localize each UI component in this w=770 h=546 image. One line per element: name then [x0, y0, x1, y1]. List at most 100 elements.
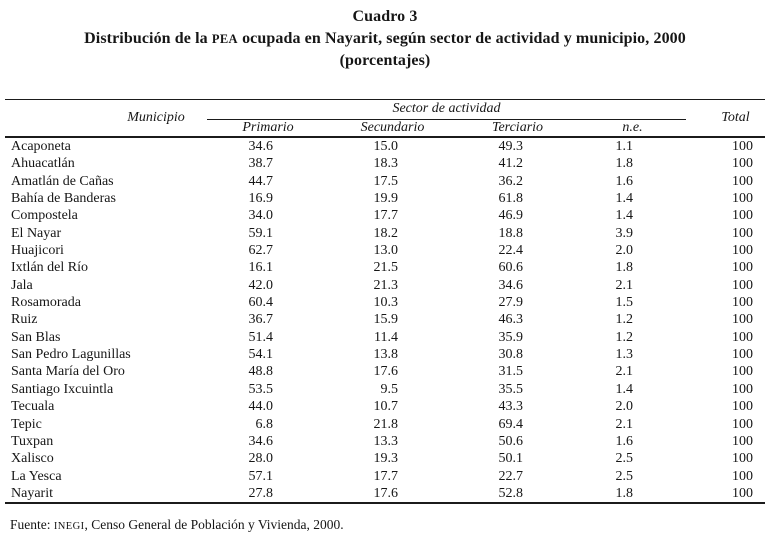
table-row: Ixtlán del Río 16.1 21.5 60.6 1.8 100: [5, 259, 765, 276]
table-row: Santiago Ixcuintla 53.5 9.5 35.5 1.4 100: [5, 381, 765, 398]
municipio-cell: Xalisco: [11, 451, 54, 467]
terciario-cell: 61.8: [498, 191, 524, 207]
total-cell: 100: [732, 191, 754, 207]
table-row: Jala 42.0 21.3 34.6 2.1 100: [5, 277, 765, 294]
primario-cell: 36.7: [248, 312, 274, 328]
secundario-cell: 17.6: [373, 485, 399, 501]
table-row: Ahuacatlán 38.7 18.3 41.2 1.8 100: [5, 155, 765, 172]
total-cell: 100: [732, 381, 754, 397]
source-acronym-inegi: INEGI: [53, 521, 85, 533]
municipio-cell: Rosamorada: [11, 295, 81, 311]
table-row: Ruiz 36.7 15.9 46.3 1.2 100: [5, 311, 765, 328]
total-cell: 100: [732, 433, 754, 449]
municipio-cell: El Nayar: [11, 225, 62, 241]
terciario-cell: 35.9: [498, 329, 524, 345]
total-cell: 100: [732, 416, 754, 432]
ne-cell: 2.0: [615, 399, 634, 415]
ne-cell: 1.6: [615, 173, 634, 189]
secundario-cell: 18.3: [373, 156, 399, 172]
terciario-cell: 41.2: [498, 156, 524, 172]
primario-cell: 16.1: [248, 260, 274, 276]
column-header-terciario: Terciario: [491, 119, 544, 135]
municipio-cell: Tepic: [11, 416, 42, 432]
ne-cell: 1.4: [615, 191, 634, 207]
primario-cell: 34.6: [248, 139, 274, 154]
table-main-title: Distribución de la PEA ocupada en Nayari…: [0, 28, 770, 51]
table-subtitle: (porcentajes): [339, 52, 431, 69]
primario-cell: 51.4: [248, 329, 274, 345]
secundario-cell: 13.3: [373, 433, 399, 449]
table-row: San Pedro Lagunillas 54.1 13.8 30.8 1.3 …: [5, 346, 765, 363]
secundario-cell: 10.7: [373, 399, 399, 415]
terciario-cell: 46.9: [498, 208, 524, 224]
primario-cell: 28.0: [248, 451, 274, 467]
primario-cell: 44.7: [248, 173, 274, 189]
terciario-cell: 60.6: [498, 260, 524, 276]
secundario-cell: 13.0: [373, 243, 399, 259]
total-cell: 100: [732, 139, 754, 154]
municipio-cell: Jala: [11, 277, 33, 293]
total-cell: 100: [732, 364, 754, 380]
table-row: Amatlán de Cañas 44.7 17.5 36.2 1.6 100: [5, 173, 765, 190]
primario-cell: 62.7: [248, 243, 274, 259]
primario-cell: 27.8: [248, 485, 274, 501]
secundario-cell: 21.3: [373, 277, 399, 293]
municipio-cell: La Yesca: [11, 468, 62, 484]
source-prefix: Fuente:: [10, 517, 54, 533]
secundario-cell: 21.8: [373, 416, 399, 432]
ne-cell: 2.1: [615, 416, 634, 432]
primario-cell: 53.5: [248, 381, 274, 397]
terciario-cell: 22.4: [498, 243, 524, 259]
table-row: Santa María del Oro 48.8 17.6 31.5 2.1 1…: [5, 363, 765, 380]
table-row: La Yesca 57.1 17.7 22.7 2.5 100: [5, 468, 765, 485]
terciario-cell: 34.6: [498, 277, 524, 293]
ne-cell: 3.9: [615, 225, 634, 241]
terciario-cell: 36.2: [498, 173, 524, 189]
municipio-cell: Santiago Ixcuintla: [11, 381, 114, 397]
secundario-cell: 19.9: [373, 191, 399, 207]
ne-cell: 1.8: [615, 485, 634, 501]
municipio-cell: Ahuacatlán: [11, 156, 75, 172]
column-group-header-sector: Sector de actividad: [207, 99, 687, 120]
terciario-cell: 50.6: [498, 433, 524, 449]
title-text-suffix: ocupada en Nayarit, según sector de acti…: [237, 29, 686, 47]
table-number-heading: Cuadro 3: [352, 8, 418, 25]
primario-cell: 57.1: [248, 468, 274, 484]
primario-cell: 34.0: [248, 208, 274, 224]
secundario-cell: 15.9: [373, 312, 399, 328]
municipio-cell: Amatlán de Cañas: [11, 173, 114, 189]
total-cell: 100: [732, 277, 754, 293]
header-row-group: Municipio Sector de actividad Total: [5, 99, 765, 125]
secundario-cell: 21.5: [373, 260, 399, 276]
table-row: San Blas 51.4 11.4 35.9 1.2 100: [5, 329, 765, 346]
municipio-cell: Tuxpan: [11, 433, 54, 449]
terciario-cell: 43.3: [498, 399, 524, 415]
secundario-cell: 15.0: [373, 139, 399, 154]
primario-cell: 54.1: [248, 347, 274, 363]
column-header-municipio: Municipio: [127, 109, 185, 125]
table-row: Xalisco 28.0 19.3 50.1 2.5 100: [5, 450, 765, 467]
primario-cell: 48.8: [248, 364, 274, 380]
ne-cell: 1.8: [615, 260, 634, 276]
ne-cell: 1.1: [615, 139, 634, 154]
secundario-cell: 18.2: [373, 225, 399, 241]
column-header-primario: Primario: [242, 119, 294, 135]
table-row: Nayarit 27.8 17.6 52.8 1.8 100: [5, 485, 765, 503]
column-header-secundario: Secundario: [360, 119, 425, 135]
ne-cell: 1.2: [615, 329, 634, 345]
municipio-cell: Huajicori: [11, 243, 64, 259]
ne-cell: 2.1: [615, 364, 634, 380]
municipio-cell: San Pedro Lagunillas: [11, 347, 131, 363]
primario-cell: 34.6: [248, 433, 274, 449]
municipio-cell: Ruiz: [11, 312, 38, 328]
table-row: El Nayar 59.1 18.2 18.8 3.9 100: [5, 225, 765, 242]
terciario-cell: 27.9: [498, 295, 524, 311]
total-cell: 100: [732, 451, 754, 467]
primario-cell: 42.0: [248, 277, 274, 293]
primario-cell: 38.7: [248, 156, 274, 172]
primario-cell: 44.0: [248, 399, 274, 415]
terciario-cell: 31.5: [498, 364, 524, 380]
table-row: Tepic 6.8 21.8 69.4 2.1 100: [5, 416, 765, 433]
total-cell: 100: [732, 225, 754, 241]
table-row: Tuxpan 34.6 13.3 50.6 1.6 100: [5, 433, 765, 450]
